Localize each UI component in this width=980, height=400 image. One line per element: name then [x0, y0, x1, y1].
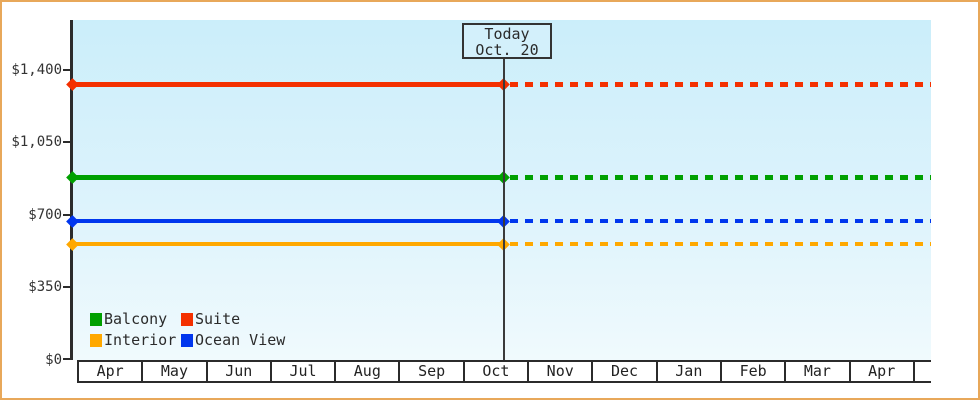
legend-item-ocean-view: Ocean View — [181, 331, 285, 349]
legend-label: Interior — [104, 331, 177, 349]
today-vertical-line — [503, 58, 505, 360]
legend-item-balcony: Balcony — [90, 310, 181, 328]
month-cell: Oct — [462, 362, 527, 381]
month-cell: Jun — [205, 362, 270, 381]
interior-line-dashed — [510, 241, 931, 247]
y-tick-1400 — [63, 69, 70, 71]
suite-line-dashed — [510, 82, 931, 87]
month-cell: Jul — [269, 362, 334, 381]
legend-item-interior: Interior — [90, 331, 181, 349]
y-tick-0 — [63, 358, 70, 360]
balcony-color-swatch — [90, 312, 102, 326]
today-annotation-box: Today Oct. 20 — [462, 23, 552, 59]
legend: Balcony Suite Interior Ocean View — [90, 310, 285, 349]
month-cell: May — [141, 362, 205, 381]
month-cell: Feb — [719, 362, 784, 381]
suite-color-swatch — [181, 312, 193, 326]
y-axis-label: $700 — [28, 207, 62, 223]
month-cell: Apr — [77, 362, 141, 381]
ocean-view-line-solid — [72, 218, 503, 224]
ocean-view-line-dashed — [510, 218, 931, 224]
x-axis-month-strip: Apr May Jun Jul Aug Sep Oct Nov Dec Jan … — [77, 360, 931, 383]
interior-color-swatch — [90, 333, 102, 347]
legend-item-suite: Suite — [181, 310, 285, 328]
month-cell: Aug — [334, 362, 398, 381]
legend-label: Ocean View — [195, 331, 286, 349]
y-tick-700 — [63, 214, 70, 216]
balcony-line-solid — [72, 175, 503, 180]
y-axis-label: $350 — [28, 279, 62, 295]
legend-label: Suite — [195, 310, 241, 328]
month-cell: Apr — [848, 362, 913, 381]
y-tick-1050 — [63, 141, 70, 143]
y-axis-label: $1,400 — [11, 62, 62, 78]
y-axis-line — [70, 20, 73, 360]
y-axis-label: $1,050 — [11, 134, 62, 150]
y-tick-350 — [63, 286, 70, 288]
month-cell-empty — [912, 362, 931, 381]
ocean-view-color-swatch — [181, 333, 193, 347]
month-cell: Nov — [527, 362, 591, 381]
month-cell: Sep — [398, 362, 462, 381]
today-date-label: Oct. 20 — [475, 41, 539, 59]
suite-line-solid — [72, 82, 503, 87]
today-label: Today — [484, 25, 530, 43]
plot-area — [72, 20, 931, 360]
month-cell: Mar — [784, 362, 848, 381]
balcony-line-dashed — [510, 175, 931, 180]
interior-line-solid — [72, 241, 503, 247]
month-cell: Dec — [591, 362, 655, 381]
y-axis-label: $0 — [45, 352, 62, 368]
month-cell: Jan — [655, 362, 720, 381]
legend-label: Balcony — [104, 310, 168, 328]
